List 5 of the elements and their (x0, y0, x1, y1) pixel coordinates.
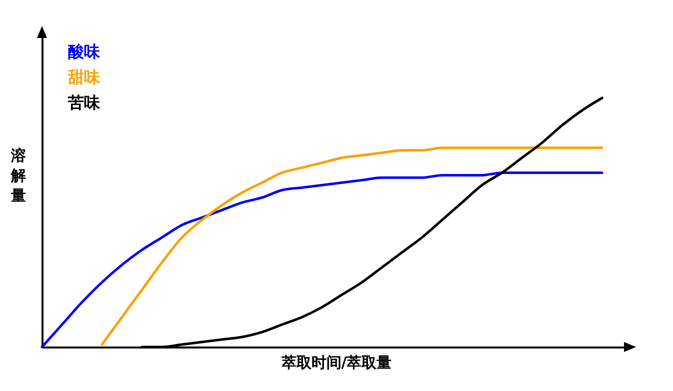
text: 酸味 (68, 42, 101, 61)
text: 苦味 (67, 93, 101, 112)
x-axis-title: 萃取时间/萃取量 (280, 354, 392, 372)
text: 甜味 (67, 68, 101, 86)
y-axis-title: 溶解量 (10, 146, 26, 204)
